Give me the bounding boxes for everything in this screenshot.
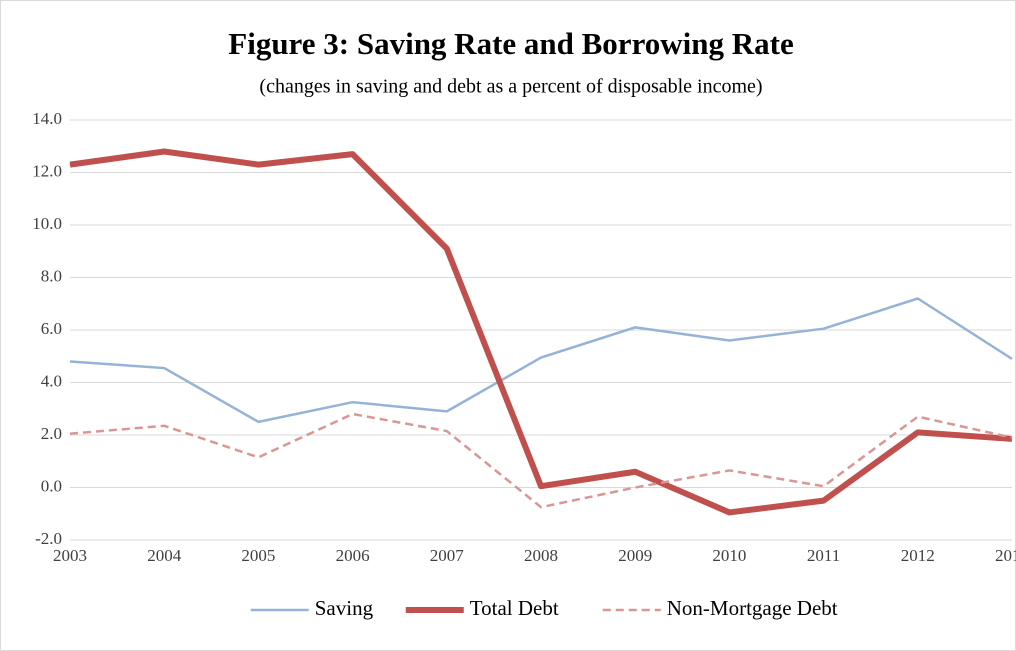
x-tick-label: 2011 [807, 546, 840, 565]
x-tick-label: 2008 [524, 546, 558, 565]
y-tick-label: 4.0 [41, 371, 62, 390]
series-line [69, 297, 1013, 424]
x-tick-label: 2013 [995, 546, 1016, 565]
y-tick-label: 14.0 [32, 109, 62, 128]
x-tick-label: 2004 [147, 546, 182, 565]
x-tick-label: 2005 [241, 546, 275, 565]
y-tick-label: 2.0 [41, 424, 62, 443]
y-tick-label: 6.0 [41, 319, 62, 338]
x-tick-label: 2010 [712, 546, 746, 565]
x-tick-label: 2009 [618, 546, 652, 565]
y-tick-label: 12.0 [32, 161, 62, 180]
chart-title: Figure 3: Saving Rate and Borrowing Rate [228, 26, 793, 61]
x-tick-label: 2007 [430, 546, 465, 565]
y-tick-label: -2.0 [35, 529, 62, 548]
chart-subtitle: (changes in saving and debt as a percent… [259, 76, 762, 98]
legend-label: Total Debt [470, 596, 559, 620]
series-line [69, 412, 1013, 509]
legend-label: Saving [315, 596, 374, 620]
y-tick-label: 8.0 [41, 266, 62, 285]
x-tick-label: 2012 [901, 546, 935, 565]
y-tick-label: 10.0 [32, 214, 62, 233]
legend-label: Non-Mortgage Debt [667, 596, 838, 620]
x-tick-label: 2003 [53, 546, 87, 565]
x-tick-label: 2006 [336, 546, 370, 565]
series-line [69, 148, 1013, 516]
y-tick-label: 0.0 [41, 476, 62, 495]
